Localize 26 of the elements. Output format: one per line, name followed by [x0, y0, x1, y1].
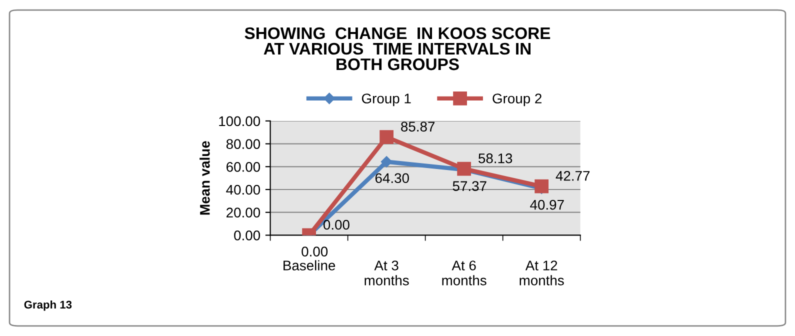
data-label: 64.30 — [375, 173, 409, 184]
x-tick-label: At 12 months — [520, 260, 564, 286]
chart-title: SHOWING CHANGE IN KOOS SCORE AT VARIOUS TIME INTERVALS IN BOTH GROUPS — [244, 27, 550, 70]
y-tick-label: 20.00 — [226, 208, 260, 218]
data-label: 0.00 — [323, 220, 350, 230]
x-tick-label: At 6 months — [442, 260, 486, 286]
y-tick-label: 80.00 — [226, 139, 260, 149]
y-tick-label: 60.00 — [226, 162, 260, 172]
legend-label: Group 2 — [492, 94, 542, 106]
data-label: 40.97 — [530, 200, 564, 210]
point — [380, 156, 392, 168]
point — [380, 130, 394, 144]
y-tick-label: 0.00 — [234, 230, 260, 240]
y-axis-title: Mean value — [200, 141, 210, 215]
data-label: 42.77 — [556, 170, 590, 181]
data-label: 57.37 — [452, 181, 486, 191]
data-label: 0.00 — [302, 246, 328, 257]
y-tick-label: 100.00 — [219, 116, 260, 126]
data-label: 58.13 — [478, 153, 512, 164]
x-tick-label: Baseline — [284, 260, 336, 270]
caption: Graph 13 — [24, 300, 72, 311]
y-tick-label: 40.00 — [226, 184, 260, 195]
x-tick-label: At 3 months — [364, 260, 409, 286]
point — [534, 179, 549, 194]
legend-label: Group 1 — [362, 94, 411, 106]
data-label: 85.87 — [401, 122, 435, 132]
